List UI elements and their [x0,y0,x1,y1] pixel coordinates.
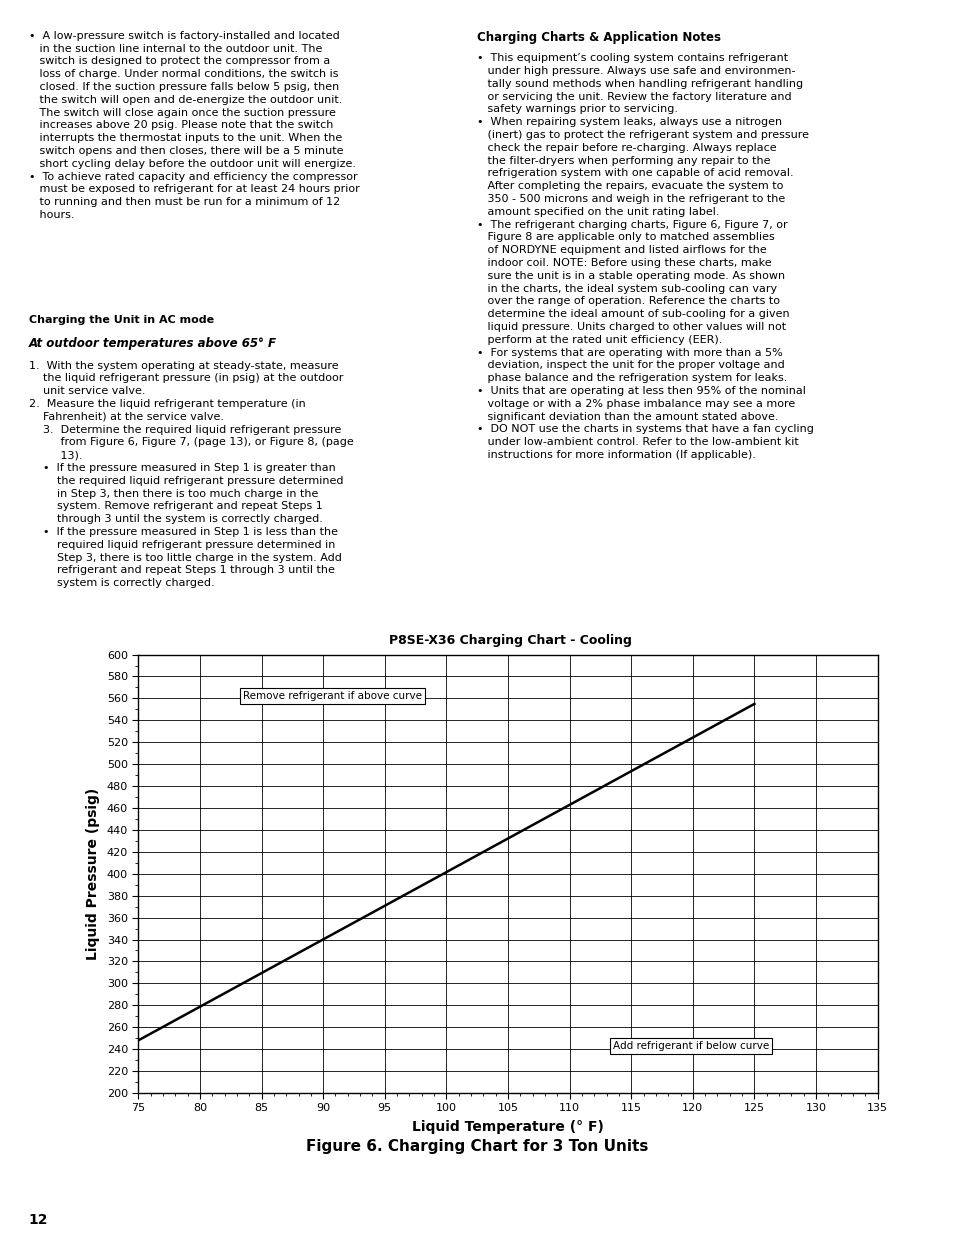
Text: Charging Charts & Application Notes: Charging Charts & Application Notes [476,31,720,44]
Y-axis label: Liquid Pressure (psig): Liquid Pressure (psig) [86,788,100,960]
Text: Figure 6. Charging Chart for 3 Ton Units: Figure 6. Charging Chart for 3 Ton Units [306,1139,647,1153]
Text: 12: 12 [29,1213,48,1226]
Text: P8SE-X36 Charging Chart - Cooling: P8SE-X36 Charging Chart - Cooling [389,634,631,647]
Text: Add refrigerant if below curve: Add refrigerant if below curve [612,1041,768,1051]
Text: At outdoor temperatures above 65° F: At outdoor temperatures above 65° F [29,337,276,351]
Text: Remove refrigerant if above curve: Remove refrigerant if above curve [243,692,421,701]
Text: Charging the Unit in AC mode: Charging the Unit in AC mode [29,315,213,325]
X-axis label: Liquid Temperature (° F): Liquid Temperature (° F) [412,1120,603,1134]
Text: 1.  With the system operating at steady-state, measure
    the liquid refrigeran: 1. With the system operating at steady-s… [29,361,353,588]
Text: •  This equipment’s cooling system contains refrigerant
   under high pressure. : • This equipment’s cooling system contai… [476,53,813,459]
Text: •  A low-pressure switch is factory-installed and located
   in the suction line: • A low-pressure switch is factory-insta… [29,31,359,220]
